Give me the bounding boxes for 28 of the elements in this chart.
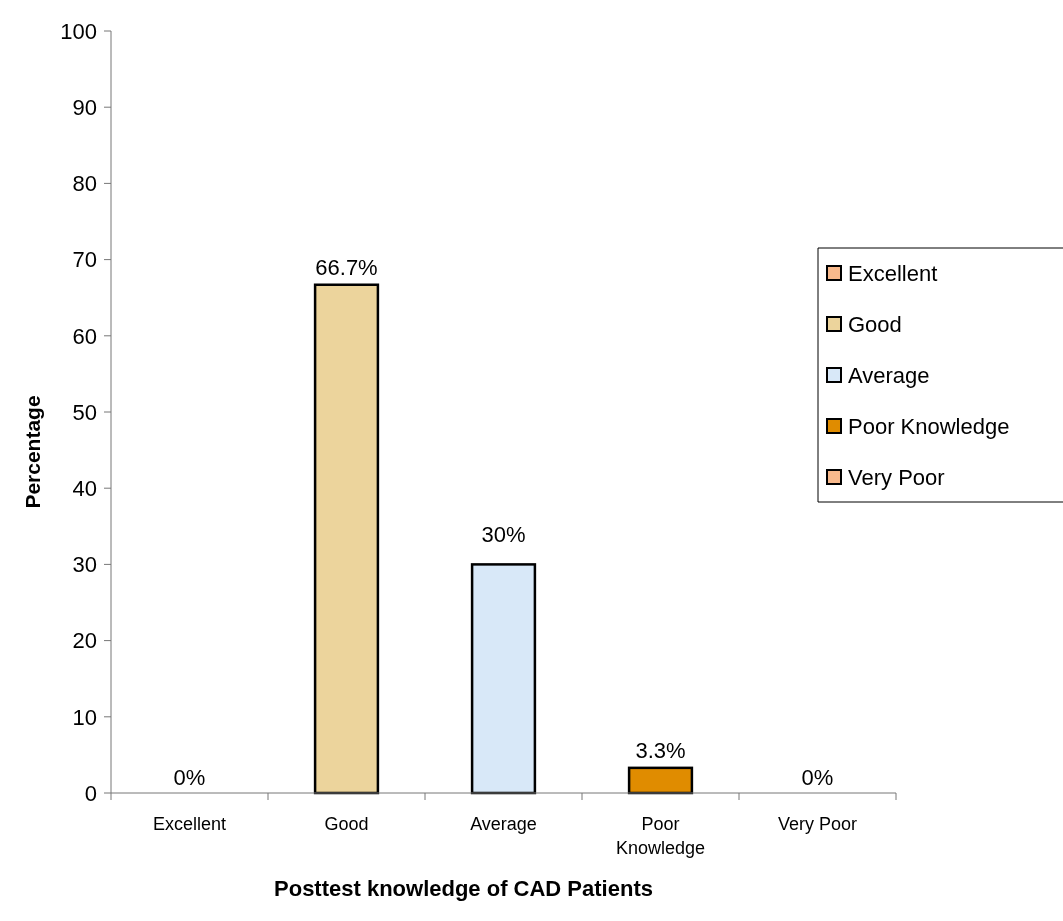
legend-label: Very Poor bbox=[848, 464, 945, 490]
data-label: 0% bbox=[173, 765, 206, 790]
y-tick-label: 80 bbox=[72, 171, 97, 197]
data-label: 3.3% bbox=[635, 737, 686, 763]
y-tick-label: 20 bbox=[72, 628, 97, 654]
data-label: 30% bbox=[481, 522, 526, 548]
x-tick-label: Average bbox=[470, 814, 537, 834]
y-tick-label: 90 bbox=[72, 94, 97, 120]
x-tick-label: Good bbox=[324, 814, 369, 834]
y-tick-label: 40 bbox=[72, 475, 97, 501]
x-axis-title: Posttest knowledge of CAD Patients bbox=[274, 876, 653, 901]
legend-label: Excellent bbox=[848, 260, 938, 286]
y-tick-label: 50 bbox=[72, 399, 97, 425]
y-tick-label: 10 bbox=[72, 704, 97, 730]
x-tick-label: Poor Knowledge bbox=[615, 814, 706, 858]
data-label: 0% bbox=[801, 765, 834, 790]
legend-label: Good bbox=[848, 311, 902, 337]
y-tick-label: 0 bbox=[84, 780, 97, 806]
y-tick-label: 60 bbox=[72, 323, 97, 349]
x-tick-label: Excellent bbox=[152, 814, 227, 834]
y-tick-label: 100 bbox=[60, 18, 97, 44]
legend-label: Average bbox=[848, 362, 930, 388]
data-label: 66.7% bbox=[315, 254, 378, 280]
y-tick-label: 70 bbox=[72, 247, 97, 273]
legend-label: Poor Knowledge bbox=[848, 413, 1010, 439]
y-tick-label: 30 bbox=[72, 552, 97, 578]
x-tick-label: Very Poor bbox=[777, 814, 858, 834]
y-axis-title: Percentage bbox=[21, 395, 44, 509]
